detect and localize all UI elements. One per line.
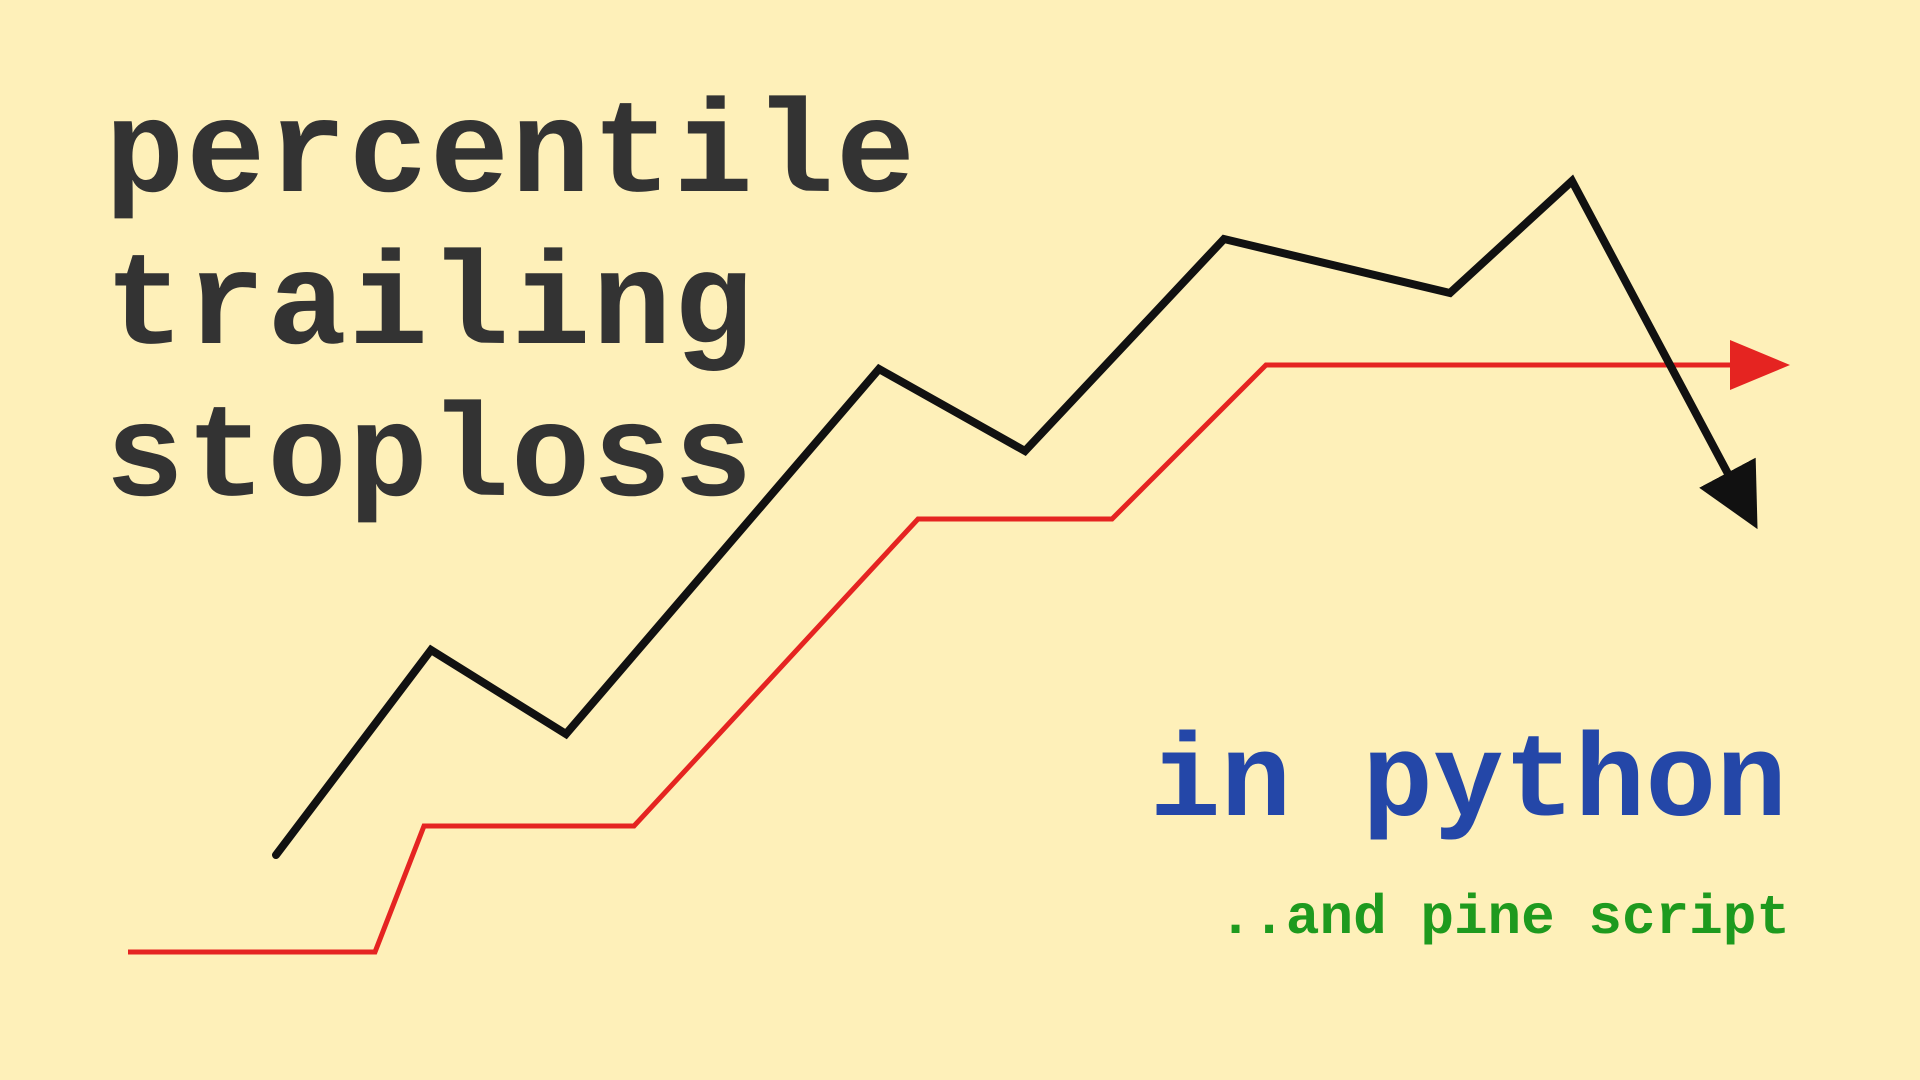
title-line-3: stoploss: [105, 385, 755, 535]
price-line: [272, 174, 1758, 859]
pine-script-label: ..and pine script: [1218, 886, 1790, 950]
page-title: percentile trailing stoploss: [105, 80, 917, 536]
stop-loss-line: [128, 340, 1790, 955]
title-line-1: percentile: [105, 81, 918, 231]
python-label: in python: [1149, 718, 1787, 851]
title-line-2: trailing: [105, 233, 755, 383]
